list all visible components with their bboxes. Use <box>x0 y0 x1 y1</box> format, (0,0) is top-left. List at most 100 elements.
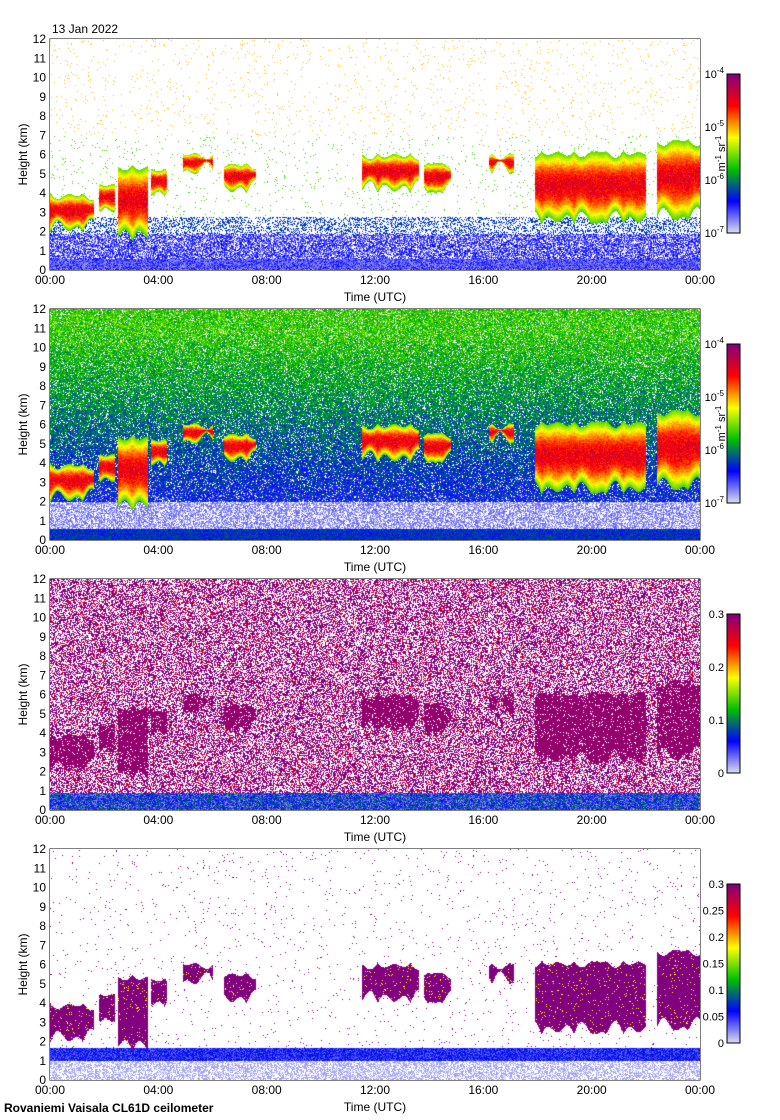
colorbar-unit: m-1 sr-1 <box>714 405 728 441</box>
y-tick-label: 2 <box>39 225 46 239</box>
y-tick-label: 0 <box>39 263 46 277</box>
colorbar-tick-label: 0.25 <box>703 906 724 918</box>
x-tick-label: 00:00 <box>35 813 65 827</box>
y-tick-label: 5 <box>39 977 46 991</box>
x-tick-label: 04:00 <box>143 1083 173 1097</box>
y-tick-label: 11 <box>34 321 47 335</box>
y-tick-label: 10 <box>33 881 47 895</box>
colorbar-tick-label: 10-5 <box>705 389 725 404</box>
colorbar-tick-label: 0.05 <box>703 1012 724 1024</box>
y-tick-label: 2 <box>39 765 46 779</box>
colorbar-tick-label: 0.3 <box>709 879 724 891</box>
x-tick-label: 00:00 <box>35 1083 65 1097</box>
y-tick-label: 9 <box>39 900 46 914</box>
y-tick-label: 6 <box>39 418 46 432</box>
colorbar <box>726 883 741 1044</box>
station-label: Rovaniemi Vaisala CL61D ceilometer <box>4 1101 214 1115</box>
x-tick-label: 12:00 <box>360 1083 390 1097</box>
x-tick-label: 20:00 <box>577 813 607 827</box>
y-tick-label: 9 <box>39 90 46 104</box>
colorbar-tick-label: 10-4 <box>705 66 725 81</box>
x-tick-label: 00:00 <box>35 543 65 557</box>
colorbar-tick-label: 0.1 <box>709 715 724 727</box>
colorbar-tick-label: 0.2 <box>709 662 724 674</box>
x-tick-label: 20:00 <box>577 273 607 287</box>
y-tick-label: 4 <box>39 186 46 200</box>
y-tick-label: 12 <box>33 302 47 316</box>
colorbar-tick-label: 10-5 <box>705 119 725 134</box>
y-tick-label: 12 <box>33 842 47 856</box>
x-tick-label: 00:00 <box>685 273 715 287</box>
colorbar-tick-label: 0 <box>718 768 724 780</box>
colorbar-tick-label: 10-6 <box>705 442 725 457</box>
x-tick-label: 20:00 <box>577 1083 607 1097</box>
y-axis-label: Height (km) <box>16 393 30 455</box>
y-tick-label: 1 <box>39 514 46 528</box>
y-tick-label: 8 <box>39 379 46 393</box>
y-tick-label: 7 <box>39 128 46 142</box>
y-tick-label: 1 <box>39 244 46 258</box>
y-tick-label: 8 <box>39 109 46 123</box>
y-tick-label: 10 <box>33 341 47 355</box>
colorbar-tick-label: 0.3 <box>709 609 724 621</box>
y-tick-label: 11 <box>34 591 47 605</box>
x-tick-label: 08:00 <box>252 543 282 557</box>
x-tick-label: 08:00 <box>252 273 282 287</box>
y-tick-label: 11 <box>34 51 47 65</box>
y-tick-label: 5 <box>39 167 46 181</box>
x-tick-label: 16:00 <box>468 813 498 827</box>
x-tick-label: 16:00 <box>468 543 498 557</box>
y-tick-label: 0 <box>39 533 46 547</box>
x-tick-label: 08:00 <box>252 1083 282 1097</box>
y-tick-label: 3 <box>39 205 46 219</box>
x-axis-label: Time (UTC) <box>344 560 406 574</box>
y-tick-label: 6 <box>39 148 46 162</box>
x-axis-label: Time (UTC) <box>344 830 406 844</box>
colorbar-tick-label: 10-6 <box>705 172 725 187</box>
date-label: 13 Jan 2022 <box>52 22 119 36</box>
x-tick-label: 04:00 <box>143 273 173 287</box>
colorbar <box>726 343 741 504</box>
colorbar <box>726 613 741 774</box>
y-tick-label: 4 <box>39 456 46 470</box>
y-tick-label: 2 <box>39 1035 46 1049</box>
y-tick-label: 11 <box>34 861 47 875</box>
x-tick-label: 00:00 <box>35 273 65 287</box>
y-tick-label: 1 <box>39 1054 46 1068</box>
y-tick-label: 3 <box>39 1015 46 1029</box>
y-tick-label: 12 <box>33 32 47 46</box>
y-tick-label: 8 <box>39 919 46 933</box>
x-tick-label: 12:00 <box>360 273 390 287</box>
heatmap-backscatter <box>50 39 700 270</box>
y-axis-label: Height (km) <box>16 123 30 185</box>
y-tick-label: 3 <box>39 475 46 489</box>
x-tick-label: 16:00 <box>468 1083 498 1097</box>
x-axis-label: Time (UTC) <box>344 1100 406 1114</box>
y-tick-label: 12 <box>33 572 47 586</box>
y-tick-label: 4 <box>39 996 46 1010</box>
x-tick-label: 12:00 <box>360 813 390 827</box>
y-axis-label: Height (km) <box>16 663 30 725</box>
x-tick-label: 00:00 <box>685 1083 715 1097</box>
heatmap-smoothed_depol <box>50 849 700 1080</box>
x-tick-label: 04:00 <box>143 813 173 827</box>
y-tick-label: 1 <box>39 784 46 798</box>
y-tick-label: 0 <box>39 1073 46 1087</box>
y-tick-label: 9 <box>39 630 46 644</box>
colorbar-tick-label: 10-7 <box>705 225 725 240</box>
y-tick-label: 6 <box>39 958 46 972</box>
colorbar-tick-label: 10-7 <box>705 495 725 510</box>
y-axis-label: Height (km) <box>16 933 30 995</box>
y-tick-label: 8 <box>39 649 46 663</box>
y-tick-label: 7 <box>39 668 46 682</box>
colorbar-tick-label: 0 <box>718 1038 724 1050</box>
x-tick-label: 00:00 <box>685 543 715 557</box>
y-tick-label: 2 <box>39 495 46 509</box>
heatmap-raw_backscatter <box>50 309 700 540</box>
heatmap-raw_depol <box>50 579 700 810</box>
y-tick-label: 10 <box>33 71 47 85</box>
colorbar-tick-label: 0.15 <box>703 959 724 971</box>
x-axis-label: Time (UTC) <box>344 290 406 304</box>
y-tick-label: 6 <box>39 688 46 702</box>
